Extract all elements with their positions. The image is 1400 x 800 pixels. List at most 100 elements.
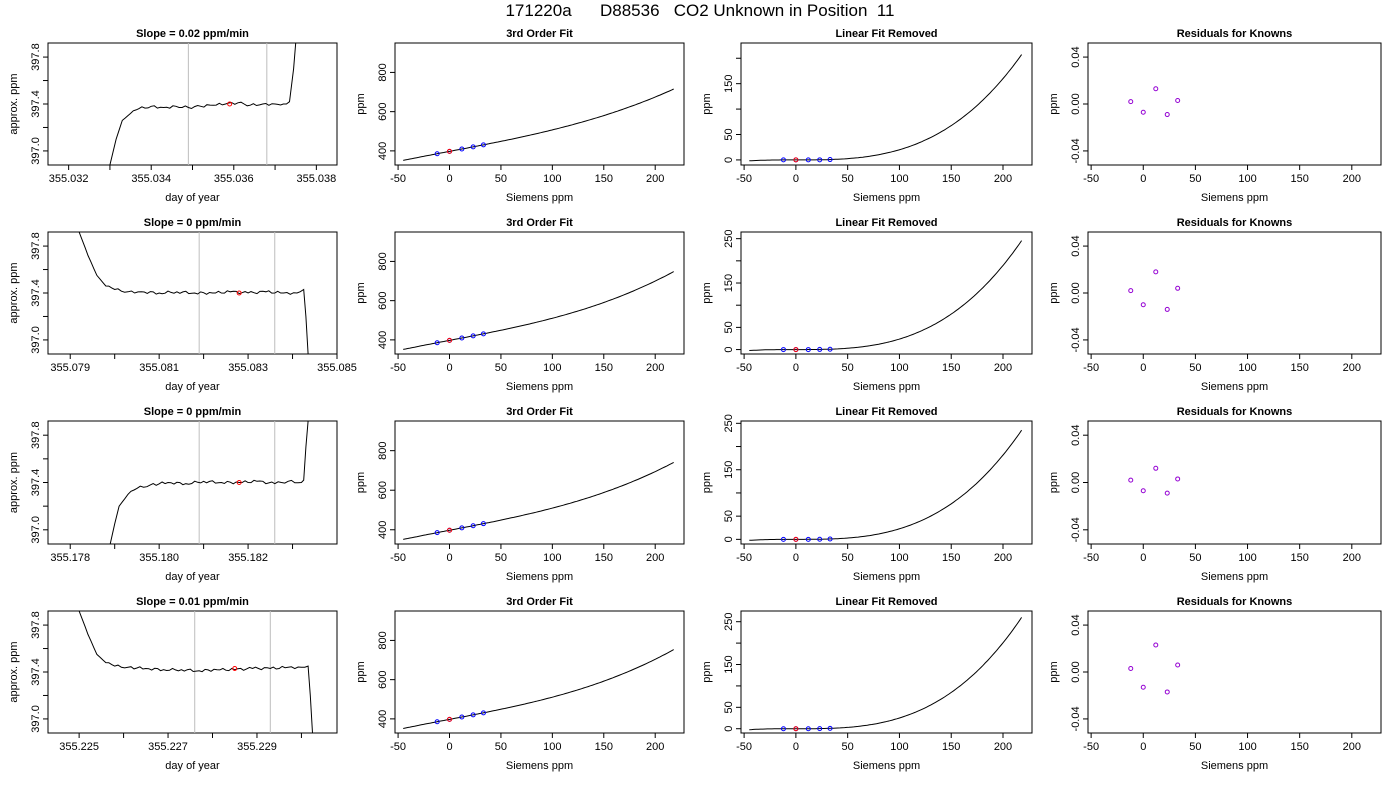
y-tick-label: 0.04 bbox=[1070, 46, 1082, 67]
known-standard-point bbox=[780, 347, 786, 353]
unknown-point bbox=[793, 157, 799, 163]
y-tick-label: 0.04 bbox=[1070, 614, 1082, 635]
plot-frame bbox=[740, 610, 1033, 734]
x-tick-label: 200 bbox=[994, 173, 1012, 185]
y-axis-label: ppm bbox=[701, 282, 713, 303]
known-standard-point bbox=[459, 335, 465, 341]
y-tick-label: 0 bbox=[723, 347, 735, 353]
plot-frame bbox=[394, 231, 685, 355]
plot-area bbox=[403, 271, 674, 350]
fit-curve bbox=[749, 617, 1023, 731]
panel-title: 3rd Order Fit bbox=[506, 217, 573, 229]
known-standard-point bbox=[805, 726, 811, 732]
x-axis-label: Siemens ppm bbox=[506, 381, 573, 393]
residual-point bbox=[1164, 689, 1170, 695]
panel-title: Residuals for Knowns bbox=[1177, 28, 1293, 40]
y-axis-label: ppm bbox=[355, 472, 367, 493]
concentration-trace bbox=[78, 611, 313, 733]
plot-frame bbox=[1087, 610, 1382, 734]
y-tick-label: 0.00 bbox=[1070, 661, 1082, 682]
panel-title: Residuals for Knowns bbox=[1177, 406, 1293, 418]
y-tick-label: 0.04 bbox=[1070, 424, 1082, 445]
y-tick-label: 0.00 bbox=[1070, 93, 1082, 114]
unknown-point bbox=[447, 716, 453, 722]
x-axis-label: day of year bbox=[165, 192, 220, 204]
plot-frame bbox=[47, 42, 338, 166]
x-axis-label: Siemens ppm bbox=[506, 571, 573, 583]
known-standard-point bbox=[459, 146, 465, 152]
residual-point bbox=[1175, 97, 1181, 103]
y-tick-label: 397.8 bbox=[30, 421, 42, 449]
residual-point bbox=[1140, 302, 1146, 308]
residual-point bbox=[1140, 488, 1146, 494]
x-tick-label: 150 bbox=[595, 741, 613, 753]
x-tick-label: 0 bbox=[446, 362, 452, 374]
y-axis-label: approx. ppm bbox=[8, 262, 20, 323]
y-tick-label: 50 bbox=[723, 510, 735, 522]
x-tick-label: 100 bbox=[543, 362, 561, 374]
panel-title: Residuals for Knowns bbox=[1177, 217, 1293, 229]
x-axis-label: day of year bbox=[165, 381, 220, 393]
x-tick-label: 355.032 bbox=[49, 173, 89, 185]
known-standard-point bbox=[827, 346, 833, 352]
x-tick-label: -50 bbox=[736, 741, 752, 753]
unknown-point bbox=[793, 726, 799, 732]
panel-residuals-row4: Residuals for Knowns -50 0 50 100 150 200 -0.04… bbox=[1048, 596, 1382, 772]
plot-frame bbox=[1087, 231, 1382, 355]
known-standard-point bbox=[459, 525, 465, 531]
plot-area bbox=[403, 88, 674, 161]
y-tick-label: 0 bbox=[723, 726, 735, 732]
residual-point bbox=[1153, 642, 1159, 648]
unknown-point bbox=[447, 148, 453, 154]
x-tick-label: 200 bbox=[994, 741, 1012, 753]
y-tick-label: 397.8 bbox=[30, 43, 42, 71]
y-tick-label: 150 bbox=[723, 274, 735, 292]
panel-fit-row1: 3rd Order Fit -50 0 50 100 150 200 400 600 800 Sie… bbox=[355, 28, 685, 204]
x-tick-label: 0 bbox=[446, 741, 452, 753]
x-tick-label: 200 bbox=[646, 173, 664, 185]
y-tick-label: 397.8 bbox=[30, 232, 42, 260]
concentration-trace bbox=[78, 232, 309, 354]
x-tick-label: 150 bbox=[1290, 362, 1308, 374]
x-tick-label: 200 bbox=[1343, 741, 1361, 753]
y-tick-label: 800 bbox=[377, 441, 389, 459]
y-tick-label: 0.04 bbox=[1070, 235, 1082, 256]
x-tick-label: 100 bbox=[1238, 552, 1256, 564]
x-tick-label: 50 bbox=[842, 741, 854, 753]
x-tick-label: 0 bbox=[793, 173, 799, 185]
x-tick-label: 150 bbox=[942, 362, 960, 374]
plot-frame bbox=[740, 42, 1033, 166]
known-standard-point bbox=[459, 714, 465, 720]
y-axis-label: ppm bbox=[1048, 93, 1060, 114]
residual-point bbox=[1175, 285, 1181, 291]
x-tick-label: 150 bbox=[1290, 741, 1308, 753]
y-tick-label: -0.04 bbox=[1070, 517, 1082, 542]
known-standard-point bbox=[780, 157, 786, 163]
x-tick-label: 355.227 bbox=[148, 741, 188, 753]
plot-area bbox=[403, 649, 674, 729]
known-standard-point bbox=[805, 536, 811, 542]
x-tick-label: 100 bbox=[543, 552, 561, 564]
panel-title: 3rd Order Fit bbox=[506, 406, 573, 418]
x-tick-label: 150 bbox=[1290, 173, 1308, 185]
unknown-point bbox=[447, 337, 453, 343]
y-tick-label: 150 bbox=[723, 655, 735, 673]
y-tick-label: 600 bbox=[377, 102, 389, 120]
y-axis-label: ppm bbox=[355, 282, 367, 303]
x-tick-label: 200 bbox=[994, 552, 1012, 564]
panel-linear_removed-row3: Linear Fit Removed -50 0 50 100 150 200 0 50 150 2… bbox=[701, 406, 1033, 583]
known-standard-point bbox=[817, 536, 823, 542]
residual-point bbox=[1140, 109, 1146, 115]
unknown-average-marker bbox=[227, 101, 233, 107]
x-tick-label: 355.081 bbox=[139, 362, 179, 374]
fit-curve bbox=[403, 271, 674, 350]
residual-point bbox=[1153, 465, 1159, 471]
plot-area bbox=[1128, 465, 1181, 496]
x-axis-label: day of year bbox=[165, 571, 220, 583]
known-standard-point bbox=[480, 142, 486, 148]
y-tick-label: -0.04 bbox=[1070, 706, 1082, 731]
x-tick-label: 100 bbox=[1238, 173, 1256, 185]
panel-title: Slope = 0 ppm/min bbox=[144, 217, 242, 229]
x-tick-label: 50 bbox=[1189, 552, 1201, 564]
x-tick-label: 355.038 bbox=[296, 173, 336, 185]
